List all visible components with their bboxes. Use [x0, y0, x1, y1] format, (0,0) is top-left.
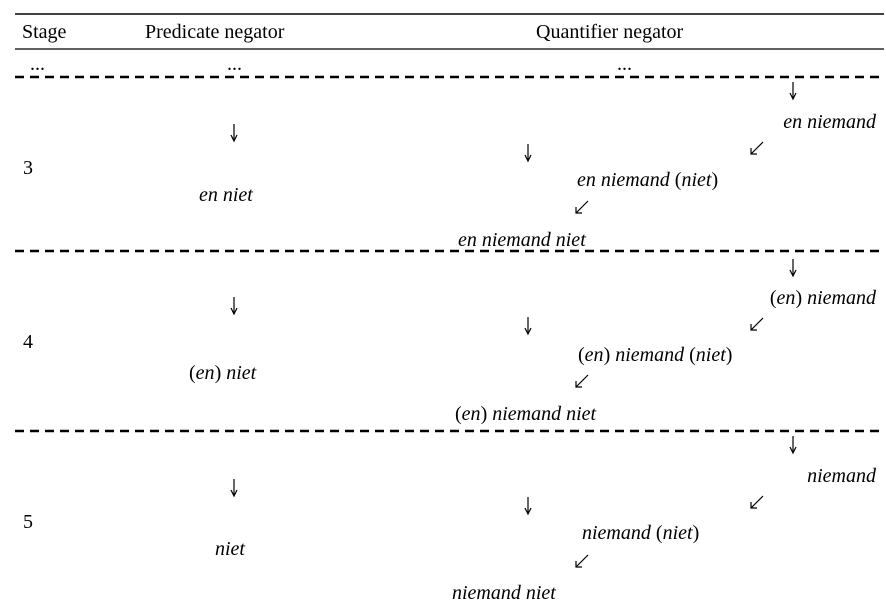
- ellipsis: ...: [30, 53, 45, 75]
- quantifier-step: (en) niemand niet: [455, 403, 597, 425]
- quantifier-step: (en) niemand: [769, 287, 876, 309]
- quantifier-step: (en) niemand (niet): [578, 344, 733, 366]
- quantifier-step: niemand niet: [452, 582, 556, 604]
- quantifier-step: en niemand: [783, 111, 876, 133]
- ellipsis: ...: [227, 53, 242, 75]
- quantifier-step: en niemand niet: [458, 229, 586, 251]
- predicate: niet: [215, 538, 245, 560]
- header-cell: Predicate negator: [145, 21, 285, 43]
- stage-number: 4: [23, 331, 33, 353]
- stage-number: 5: [23, 511, 33, 533]
- quantifier-step: niemand: [807, 465, 876, 487]
- stage-number: 3: [23, 157, 33, 179]
- header-cell: Stage: [22, 21, 67, 43]
- quantifier-step: niemand (niet): [582, 522, 700, 544]
- predicate: en niet: [199, 184, 253, 206]
- predicate: (en) niet: [189, 362, 257, 384]
- quantifier-step: en niemand (niet): [577, 169, 719, 191]
- ellipsis: ...: [617, 53, 632, 75]
- header-cell: Quantifier negator: [536, 21, 684, 43]
